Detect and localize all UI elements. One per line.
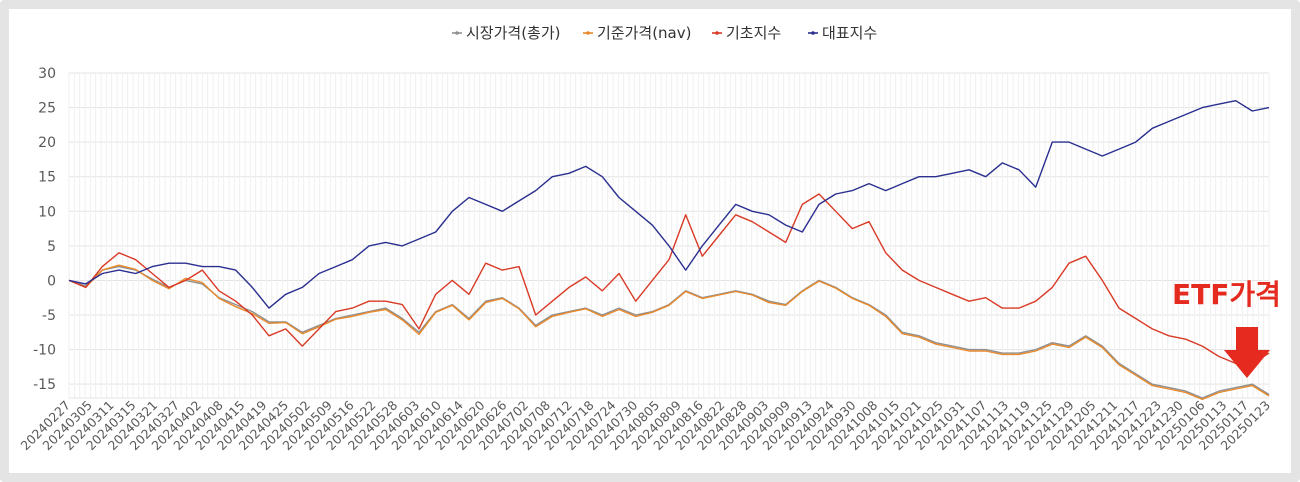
series-line-1: [68, 264, 1270, 401]
series-lines: [68, 100, 1270, 401]
y-axis-ticks: -15 -10 -5 0 5 10 15 20 25 30: [33, 66, 56, 393]
annotation: ETF가격: [1172, 278, 1281, 378]
legend-label: 시장가격(총가): [466, 24, 561, 42]
series-line-3: [68, 100, 1270, 309]
etf-price-annotation: ETF가격: [1172, 278, 1281, 311]
series-line-2: [68, 193, 1270, 365]
y-tick-label: 15: [38, 170, 56, 186]
y-tick-label: 0: [47, 273, 56, 289]
legend-dot: [586, 31, 590, 35]
series-line-0: [68, 265, 1270, 399]
y-tick-label: 20: [38, 135, 56, 151]
legend-label: 기준가격(nav): [597, 24, 691, 42]
y-tick-label: -15: [33, 377, 56, 393]
legend: 시장가격(총가) 기준가격(nav) 기초지수 대표지수: [452, 24, 877, 42]
grid-lines: [68, 72, 1270, 399]
x-axis-ticks: 2024022720240305202403112024031520240321…: [18, 397, 1274, 453]
legend-label: 기초지수: [726, 24, 781, 42]
y-tick-label: 5: [47, 239, 56, 255]
y-tick-label: -5: [42, 308, 56, 324]
legend-dot: [715, 31, 719, 35]
y-tick-label: -10: [33, 343, 56, 359]
legend-dot: [455, 31, 459, 35]
y-tick-label: 30: [38, 66, 56, 82]
red-down-arrow-icon: [1224, 327, 1270, 378]
y-tick-label: 10: [38, 204, 56, 220]
legend-label: 대표지수: [822, 24, 877, 42]
y-tick-label: 25: [38, 101, 56, 117]
legend-dot: [811, 31, 815, 35]
